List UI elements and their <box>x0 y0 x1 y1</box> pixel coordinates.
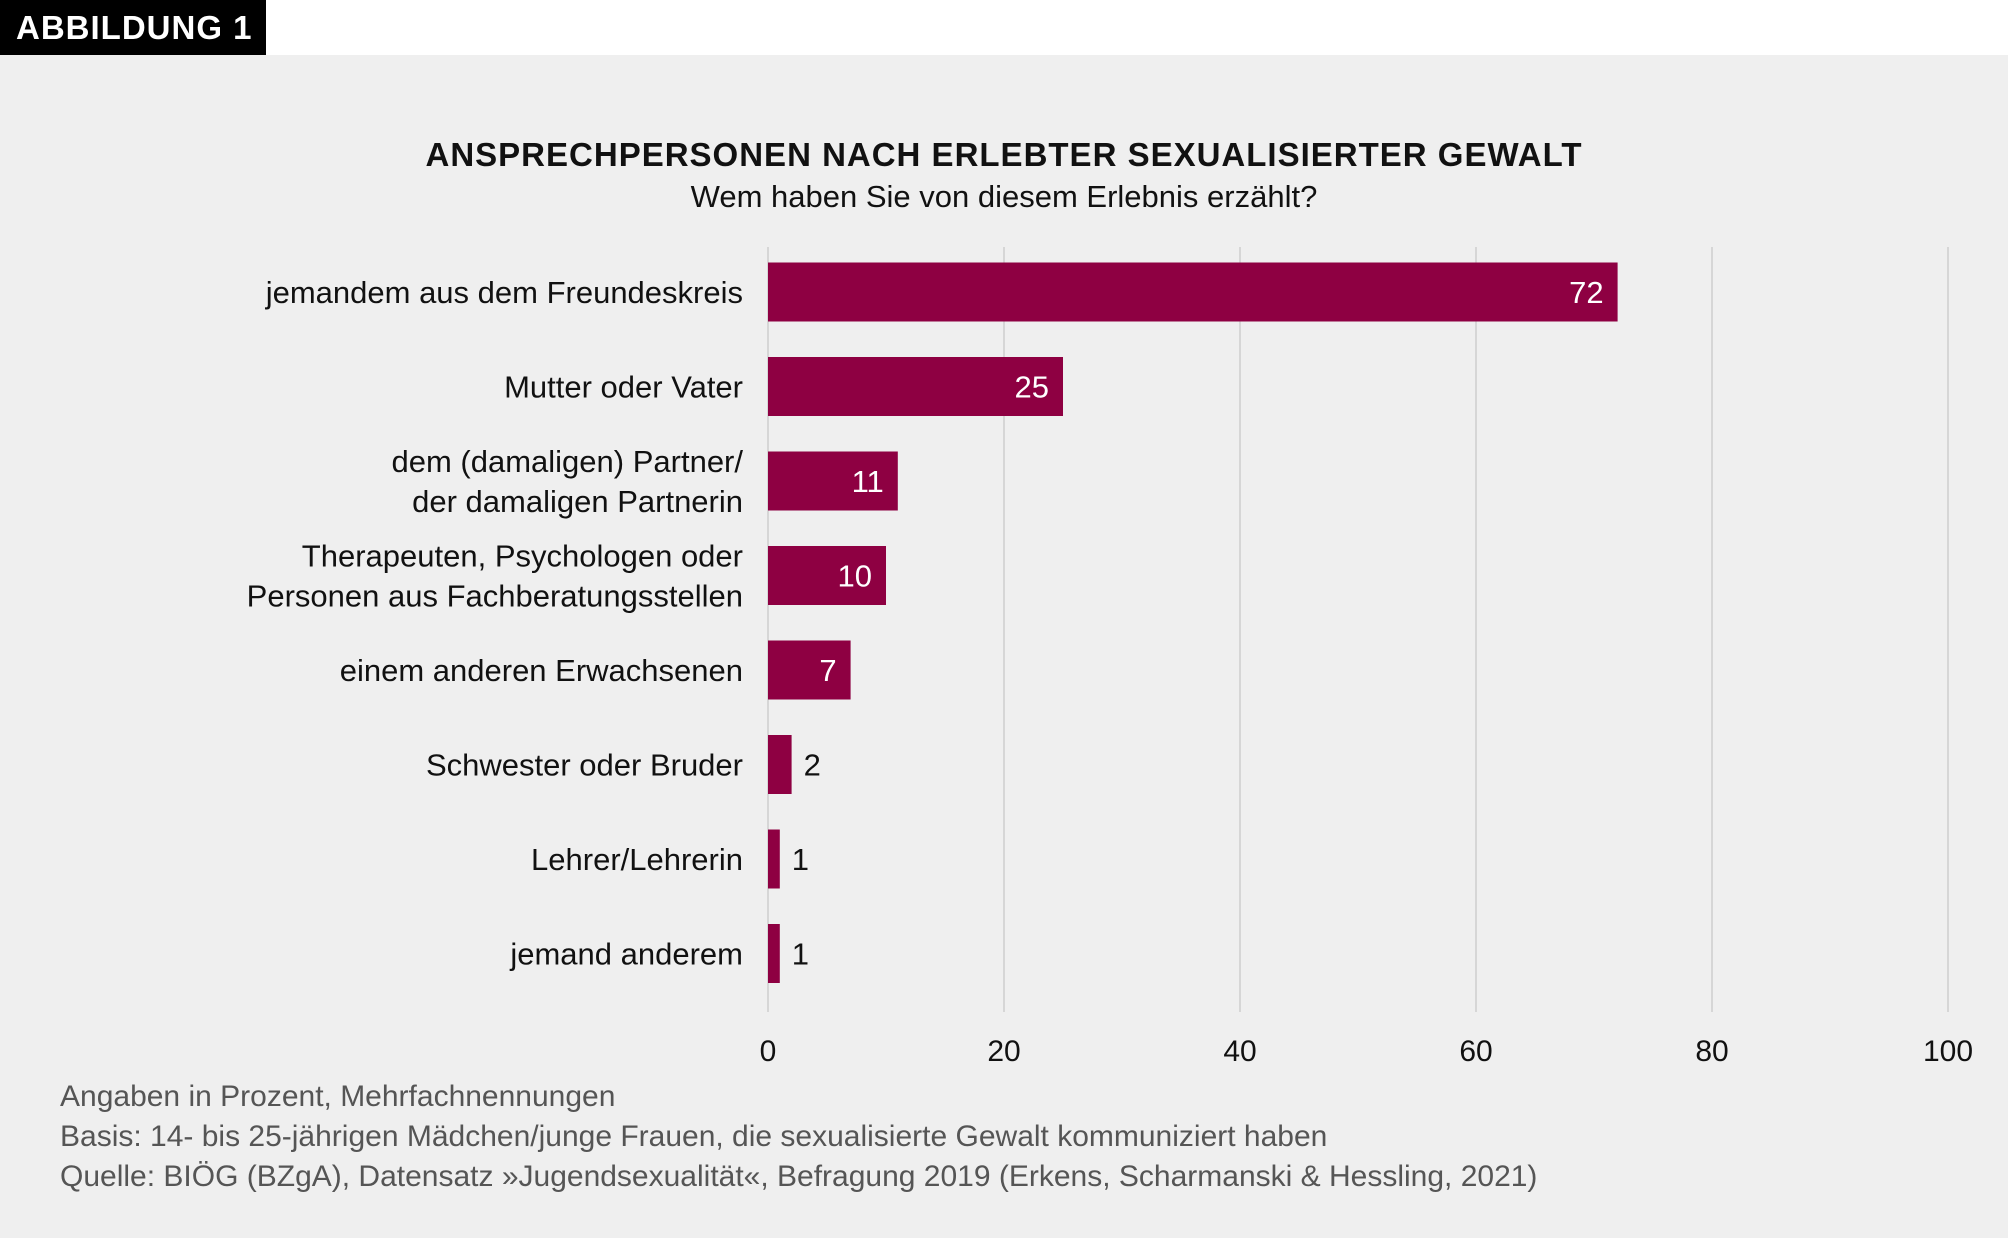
category-label: einem anderen Erwachsenen <box>340 653 743 688</box>
chart-title: ANSPRECHPERSONEN NACH ERLEBTER SEXUALISI… <box>425 136 1583 173</box>
category-label: Personen aus Fachberatungsstellen <box>247 579 743 614</box>
x-tick-label: 60 <box>1459 1035 1492 1068</box>
data-label: 1 <box>792 937 809 972</box>
bar <box>768 357 1063 416</box>
bar <box>768 829 780 889</box>
footnote-source: Quelle: BIÖG (BZgA), Datensatz »Jugendse… <box>60 1160 1538 1193</box>
bar <box>768 640 851 700</box>
footnote-basis: Basis: 14- bis 25-jährigen Mädchen/junge… <box>60 1120 1328 1153</box>
data-label: 25 <box>1015 370 1049 405</box>
footnote-units: Angaben in Prozent, Mehrfachnennungen <box>60 1080 616 1113</box>
bar <box>768 451 898 511</box>
x-tick-label: 40 <box>1223 1035 1256 1068</box>
x-tick-label: 20 <box>987 1035 1020 1068</box>
data-label: 10 <box>838 559 872 594</box>
category-label: Lehrer/Lehrerin <box>531 842 743 877</box>
bar <box>768 735 792 794</box>
data-label: 72 <box>1569 275 1603 310</box>
category-label: dem (damaligen) Partner/ <box>392 444 744 479</box>
chart-subtitle: Wem haben Sie von diesem Erlebnis erzähl… <box>690 179 1318 214</box>
data-label: 7 <box>819 653 836 688</box>
bar <box>768 546 886 605</box>
data-label: 11 <box>852 464 884 499</box>
category-label: jemand anderem <box>509 937 743 972</box>
x-tick-label: 0 <box>760 1035 777 1068</box>
figure-badge: ABBILDUNG 1 <box>0 0 266 55</box>
category-label: Therapeuten, Psychologen oder <box>302 539 743 574</box>
data-label: 1 <box>792 842 809 877</box>
data-label: 2 <box>804 748 821 783</box>
category-label: jemandem aus dem Freundeskreis <box>265 275 743 310</box>
x-tick-label: 100 <box>1923 1035 1973 1068</box>
category-label: Mutter oder Vater <box>504 370 743 405</box>
bar <box>768 924 780 983</box>
bar <box>768 262 1618 322</box>
x-tick-label: 80 <box>1695 1035 1728 1068</box>
category-label: der damaligen Partnerin <box>412 484 743 519</box>
category-label: Schwester oder Bruder <box>426 748 743 783</box>
